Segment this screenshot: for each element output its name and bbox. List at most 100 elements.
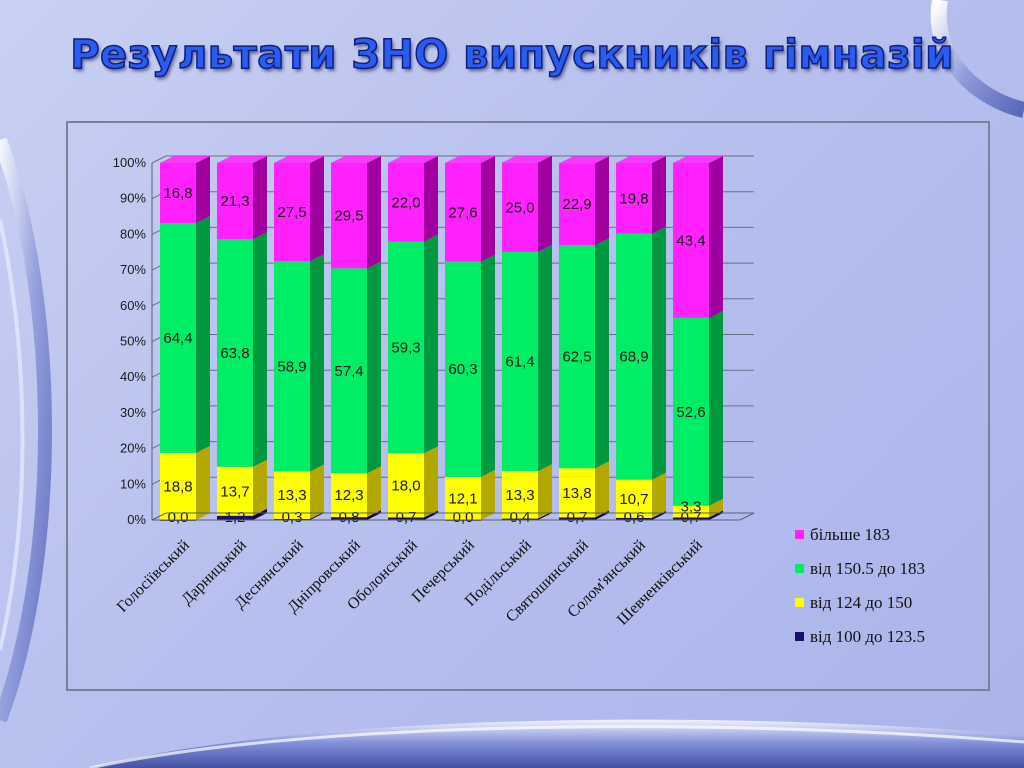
legend-swatch (795, 632, 804, 641)
bar-segment (616, 163, 652, 234)
data-label: 27,5 (277, 204, 306, 221)
bar-segment-side (538, 244, 552, 472)
decor-rope-bottom (90, 719, 1024, 768)
bar-segment-side (196, 215, 210, 453)
legend-swatch (795, 598, 804, 607)
data-label: 59,3 (391, 339, 420, 356)
bar-top-face (502, 155, 552, 163)
bar-segment (502, 471, 538, 519)
bar-segment-side (310, 511, 324, 520)
bar-segment-side (196, 445, 210, 520)
bar-segment (331, 517, 367, 520)
bar-segment (331, 473, 367, 518)
bar-segment (217, 515, 253, 520)
bar-top-face (388, 156, 438, 163)
decor-arc-left (0, 137, 52, 723)
bar-segment (673, 317, 709, 506)
bar-segment-side (253, 508, 267, 520)
decor-arc-left-inner (0, 219, 25, 651)
y-tick-label: 70% (120, 262, 146, 277)
bar-segment-side (253, 459, 267, 516)
data-label: 0,0 (453, 509, 474, 526)
bar-segment (502, 162, 538, 252)
bar-segment-side (367, 156, 381, 269)
bar-segment (388, 163, 424, 242)
data-label: 60,3 (448, 361, 477, 378)
data-label: 0,7 (567, 509, 588, 526)
bar-segment-side (709, 310, 723, 506)
bar-segment-side (481, 254, 495, 477)
bar-segment-side (709, 156, 723, 318)
data-label: 25,0 (505, 199, 534, 216)
x-tick-label: Голосіївський (114, 536, 193, 615)
legend-label: від 100 до 123.5 (810, 627, 925, 646)
bar-top-face (559, 156, 609, 164)
data-label: 57,4 (334, 363, 363, 380)
gridline (151, 155, 754, 164)
bar-segment (673, 505, 709, 518)
bar-segment-side (424, 446, 438, 518)
bar-segment (388, 517, 424, 520)
bar-segment-side (652, 156, 666, 234)
bar-segment (559, 468, 595, 518)
data-label: 13,8 (562, 485, 591, 502)
legend-label: від 124 до 150 (810, 593, 912, 612)
chart-frame (66, 121, 990, 691)
y-tick-label: 50% (120, 334, 146, 349)
bar-segment (616, 479, 652, 518)
bar-segment (160, 163, 196, 223)
bar-segment (673, 163, 709, 318)
data-label: 12,1 (448, 490, 477, 507)
data-label: 0,7 (396, 509, 417, 526)
data-label: 64,4 (163, 330, 192, 347)
data-label: 0,4 (510, 509, 531, 526)
bar-segment (559, 517, 595, 520)
data-label: 0,0 (168, 509, 189, 526)
bar-segment-side (595, 156, 609, 246)
bar-segment (217, 466, 253, 516)
data-label: 43,4 (676, 232, 705, 249)
y-tick-label: 90% (120, 191, 146, 206)
bars-layer (160, 155, 723, 521)
data-label: 16,8 (163, 185, 192, 202)
data-label: 68,9 (619, 349, 648, 366)
bar-segment (616, 233, 652, 480)
bar-segment (559, 245, 595, 469)
bar-segment-side (595, 238, 609, 469)
bar-segment (445, 163, 481, 262)
bar-segment-side (652, 226, 666, 480)
data-label: 22,9 (562, 196, 591, 213)
y-tick-label: 10% (120, 476, 146, 491)
bar-top-face (160, 156, 210, 163)
y-tick-label: 40% (120, 369, 146, 384)
bar-top-face (616, 156, 666, 163)
bar-top-face (217, 156, 267, 163)
bar-segment (217, 163, 253, 240)
bar-segment (160, 452, 196, 520)
bar-segment-side (538, 155, 552, 252)
legend-label: більше 183 (810, 525, 890, 544)
legend-label: від 150.5 до 183 (810, 559, 925, 578)
data-label: 61,4 (505, 353, 534, 370)
data-label: 58,9 (277, 358, 306, 375)
legend-swatch (795, 564, 804, 573)
bar-segment-side (652, 472, 666, 518)
data-label: 18,8 (163, 478, 192, 495)
bar-segment (616, 517, 652, 520)
bar-segment (274, 518, 310, 520)
y-tick-label: 20% (120, 441, 146, 456)
bar-segment (331, 163, 367, 269)
legend-swatch (795, 530, 804, 539)
bar-top-face (331, 156, 381, 163)
data-label: 22,0 (391, 194, 420, 211)
bar-segment (388, 453, 424, 518)
data-label: 0,8 (339, 509, 360, 526)
y-tick-label: 30% (120, 405, 146, 420)
bar-segment (274, 261, 310, 472)
bar-segment-side (538, 511, 552, 520)
bar-segment-side (196, 156, 210, 223)
bar-top-face (274, 156, 324, 163)
y-tick-label: 100% (113, 155, 147, 170)
